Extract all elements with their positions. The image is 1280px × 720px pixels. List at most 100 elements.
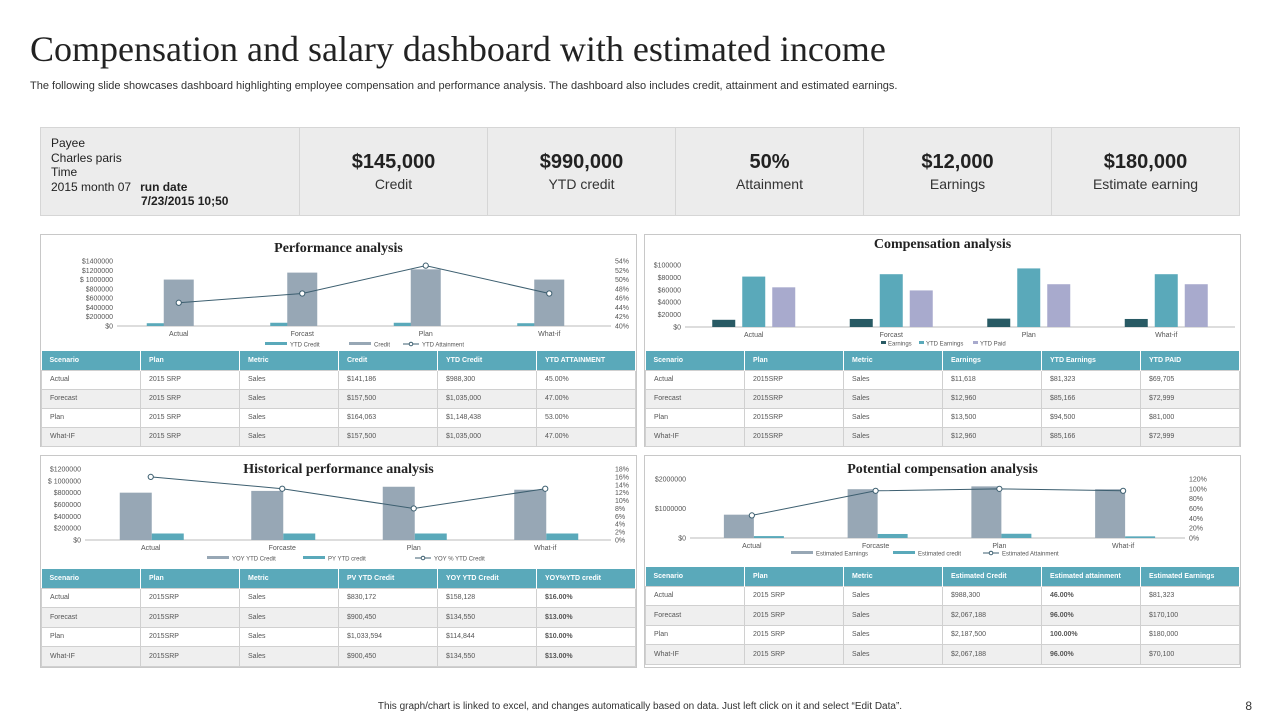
table-cell: $81,000 bbox=[1140, 407, 1240, 428]
table-header-row: Scenario Plan Metric Earnings YTD Earnings YT… bbox=[645, 351, 1240, 370]
kpi-label: Credit bbox=[374, 176, 413, 192]
table-cell: 2015 SRP bbox=[744, 605, 844, 626]
table-cell: 2015 SRP bbox=[744, 624, 844, 645]
y2-tick-label: 2% bbox=[615, 530, 625, 537]
table-cell: $170,100 bbox=[1140, 605, 1240, 626]
table-cell: 2015SRP bbox=[744, 426, 844, 447]
column-header: Scenario bbox=[41, 351, 141, 370]
y2-tick-label: 120% bbox=[1189, 477, 1207, 484]
x-tick-label: Forcast bbox=[291, 331, 314, 338]
time-label: Time bbox=[51, 165, 78, 179]
table-row: Forecast 2015 SRP Sales $2,067,188 96.00% $17… bbox=[645, 605, 1240, 626]
line-series bbox=[178, 265, 550, 304]
line-point bbox=[1120, 487, 1127, 494]
y-tick-label: $0 bbox=[678, 536, 686, 543]
bar-ytd-paid bbox=[1047, 284, 1071, 327]
table-cell: Sales bbox=[843, 624, 943, 645]
y-tick-label: $600000 bbox=[86, 296, 113, 303]
panel-title: Potential compensation analysis bbox=[847, 462, 1038, 477]
x-tick-label: Actual bbox=[744, 332, 764, 339]
table-cell: Sales bbox=[239, 426, 339, 447]
table-cell: Sales bbox=[239, 407, 339, 428]
legend-swatch bbox=[988, 550, 994, 556]
legend-swatch bbox=[207, 556, 229, 559]
x-tick-label: What-if bbox=[534, 545, 556, 552]
x-tick-label: What-if bbox=[1112, 543, 1134, 550]
table-cell: $1,035,000 bbox=[437, 388, 537, 409]
table-cell: $180,000 bbox=[1140, 624, 1240, 645]
table-cell: 2015 SRP bbox=[140, 369, 240, 390]
table-row: Actual 2015 SRP Sales $988,300 46.00% $81,323 bbox=[645, 585, 1240, 606]
x-tick-label: Forcaste bbox=[269, 545, 296, 552]
table-cell: Sales bbox=[239, 369, 339, 390]
table-row: Plan 2015SRP Sales $1,033,594 $114,844 $10.00… bbox=[41, 626, 636, 647]
table-cell: 47.00% bbox=[536, 388, 636, 409]
table-cell: 100.00% bbox=[1041, 624, 1141, 645]
line-point bbox=[996, 485, 1003, 492]
table-cell: $157,500 bbox=[338, 426, 438, 447]
table-cell: Actual bbox=[41, 369, 141, 390]
potential-table: Scenario Plan Metric Estimated Credit Estima… bbox=[645, 567, 1240, 665]
x-tick-label: Actual bbox=[169, 331, 189, 338]
bar-ytd-earnings bbox=[1017, 268, 1041, 327]
table-cell: 45.00% bbox=[536, 369, 636, 390]
table-cell: 2015 SRP bbox=[140, 426, 240, 447]
table-row: Plan 2015 SRP Sales $164,063 $1,148,438 53.00… bbox=[41, 407, 636, 428]
table-cell: $1,033,594 bbox=[338, 626, 438, 647]
kpi-value: $990,000 bbox=[539, 151, 624, 173]
legend-label: YTD Attainment bbox=[422, 343, 464, 349]
table-cell: $988,300 bbox=[437, 369, 537, 390]
panel-title: Performance analysis bbox=[274, 241, 403, 256]
x-tick-label: What-if bbox=[1155, 332, 1177, 339]
table-cell: $1,035,000 bbox=[437, 426, 537, 447]
table-row: Plan 2015SRP Sales $13,500 $94,500 $81,000 bbox=[645, 407, 1240, 428]
table-cell: $85,166 bbox=[1041, 388, 1141, 409]
historical-chart: $1200000 $ 1000000 $800000 $600000 $400000 $2… bbox=[48, 467, 629, 563]
legend-label: YTD Earnings bbox=[926, 342, 963, 348]
y2-tick-label: 0% bbox=[1189, 536, 1199, 543]
line-point bbox=[410, 505, 417, 512]
panel-title: Compensation analysis bbox=[873, 237, 1012, 252]
y-tick-label: $400000 bbox=[54, 514, 81, 521]
legend-swatch bbox=[303, 556, 325, 559]
bar-estimated-credit bbox=[1001, 533, 1032, 538]
line-point bbox=[147, 473, 154, 480]
column-header: YTD Earnings bbox=[1041, 351, 1141, 370]
column-header: YOY YTD Credit bbox=[437, 569, 537, 588]
page-title: Compensation and salary dashboard with e… bbox=[30, 29, 886, 69]
y2-tick-label: 6% bbox=[615, 514, 625, 521]
kpi-credit: $145,000 Credit bbox=[300, 128, 488, 215]
table-cell: 96.00% bbox=[1041, 605, 1141, 626]
y-tick-label: $1200000 bbox=[50, 467, 81, 474]
table-cell: 47.00% bbox=[536, 426, 636, 447]
x-tick-label: Actual bbox=[742, 543, 762, 550]
table-cell: $2,067,188 bbox=[942, 605, 1042, 626]
compensation-analysis-panel: Compensation analysis $100000 $80000 $6000… bbox=[644, 234, 1241, 447]
line-point bbox=[546, 290, 553, 297]
table-cell: $13,500 bbox=[942, 407, 1042, 428]
table-cell: Plan bbox=[41, 626, 141, 647]
legend-swatch bbox=[919, 341, 924, 344]
table-cell: Sales bbox=[843, 605, 943, 626]
table-cell: $10.00% bbox=[536, 626, 636, 647]
y-tick-label: $200000 bbox=[86, 314, 113, 321]
x-tick-label: Plan bbox=[1022, 332, 1036, 339]
table-cell: $164,063 bbox=[338, 407, 438, 428]
y2-tick-label: 100% bbox=[1189, 486, 1207, 493]
bar-estimated-earnings bbox=[971, 486, 1002, 538]
table-row: Forecast 2015SRP Sales $900,450 $134,550 $13.… bbox=[41, 607, 636, 628]
table-cell: What-IF bbox=[41, 646, 141, 667]
kpi-earnings: $12,000 Earnings bbox=[864, 128, 1052, 215]
table-row: What-IF 2015SRP Sales $900,450 $134,550 $13.0… bbox=[41, 646, 636, 667]
table-cell: $134,550 bbox=[437, 607, 537, 628]
kpi-value: $180,000 bbox=[1103, 151, 1188, 173]
historical-table: Scenario Plan Metric PV YTD Credit YOY YTD C… bbox=[41, 569, 636, 667]
bar-credit bbox=[410, 269, 441, 326]
run-date-value: 7/23/2015 10;50 bbox=[141, 194, 229, 208]
performance-analysis-panel: Performance analysis $1400000 $1200000 $ 1… bbox=[40, 234, 637, 447]
y-tick-label: $20000 bbox=[658, 312, 681, 319]
bar-estimated-earnings bbox=[723, 514, 754, 538]
y-tick-label: $800000 bbox=[86, 286, 113, 293]
run-date-label: run date bbox=[140, 179, 188, 194]
column-header: Estimated Earnings bbox=[1140, 567, 1240, 586]
